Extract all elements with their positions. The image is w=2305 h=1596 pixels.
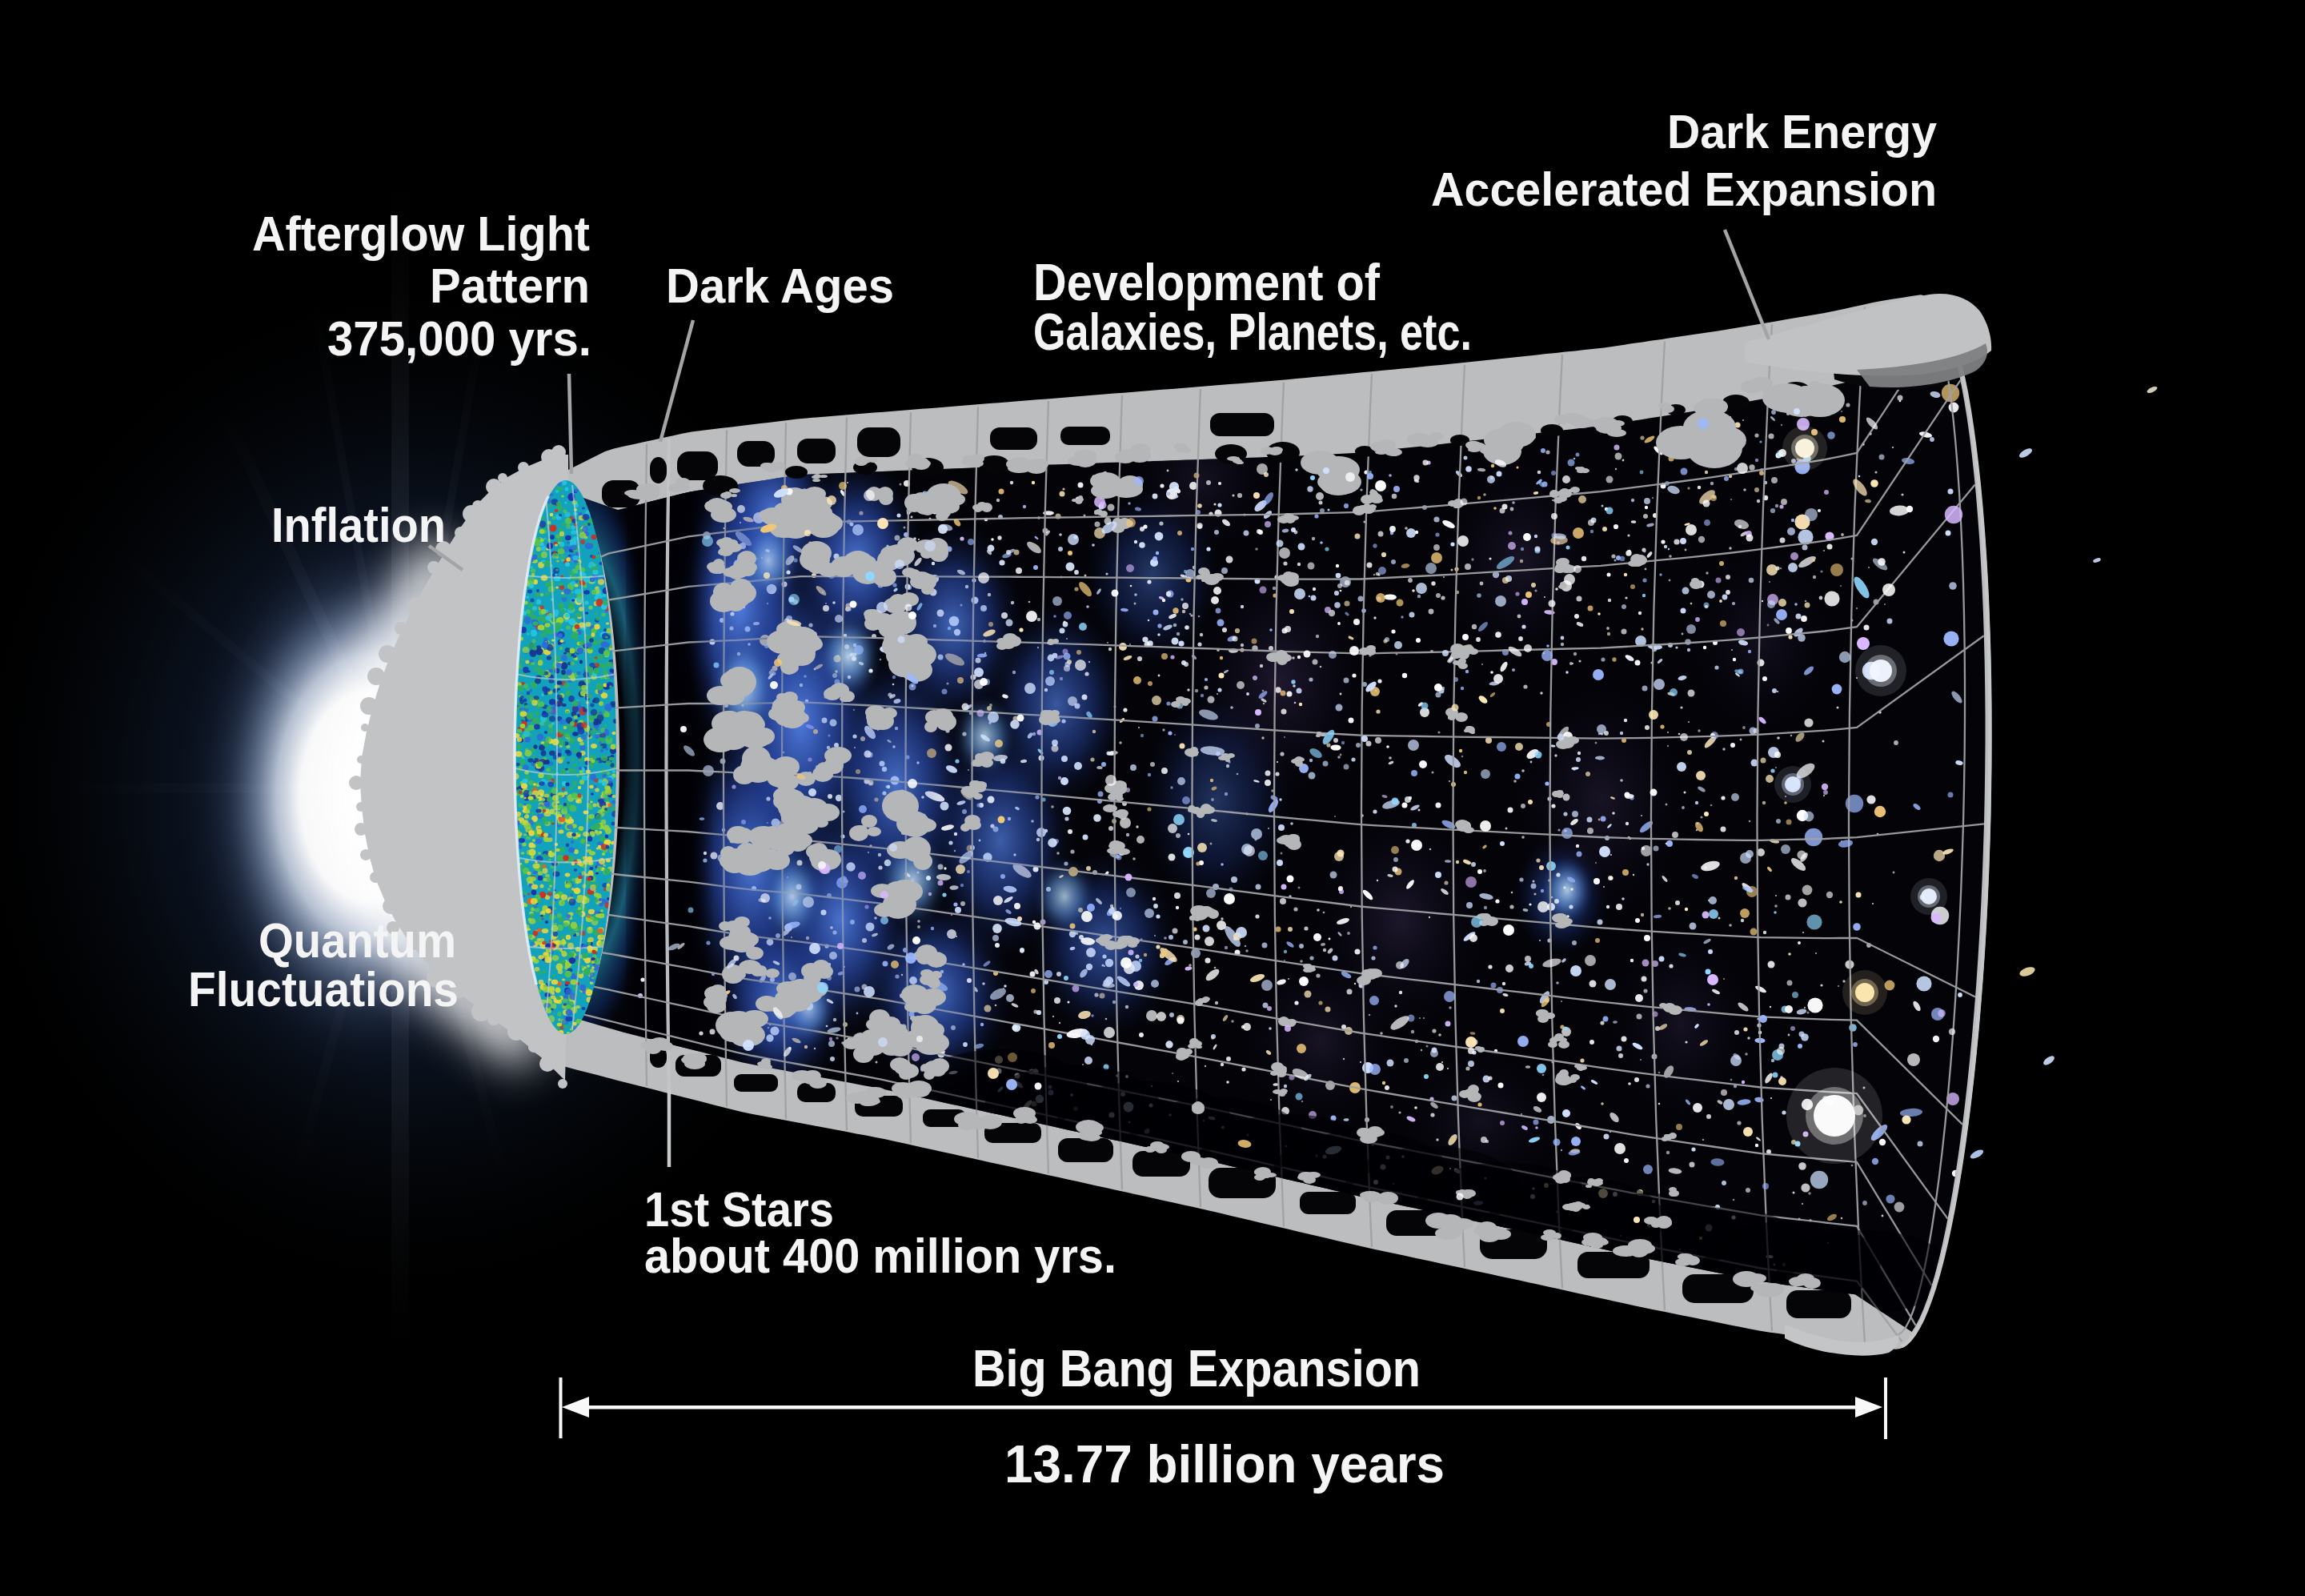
svg-text:about 400 million yrs.: about 400 million yrs. [644, 1228, 1116, 1283]
svg-text:Dark Ages: Dark Ages [666, 258, 894, 313]
svg-text:Afterglow Light: Afterglow Light [252, 206, 590, 261]
svg-text:Inflation: Inflation [271, 497, 446, 552]
svg-text:Dark Energy: Dark Energy [1667, 105, 1938, 158]
svg-text:Big Bang Expansion: Big Bang Expansion [972, 1339, 1421, 1398]
svg-text:375,000 yrs.: 375,000 yrs. [327, 311, 591, 366]
svg-text:Fluctuations: Fluctuations [188, 961, 459, 1017]
svg-text:Galaxies, Planets, etc.: Galaxies, Planets, etc. [1033, 303, 1472, 361]
svg-text:Quantum: Quantum [259, 912, 456, 968]
svg-text:Accelerated Expansion: Accelerated Expansion [1431, 162, 1937, 216]
svg-text:Pattern: Pattern [430, 258, 590, 313]
svg-text:13.77 billion years: 13.77 billion years [1004, 1434, 1445, 1494]
